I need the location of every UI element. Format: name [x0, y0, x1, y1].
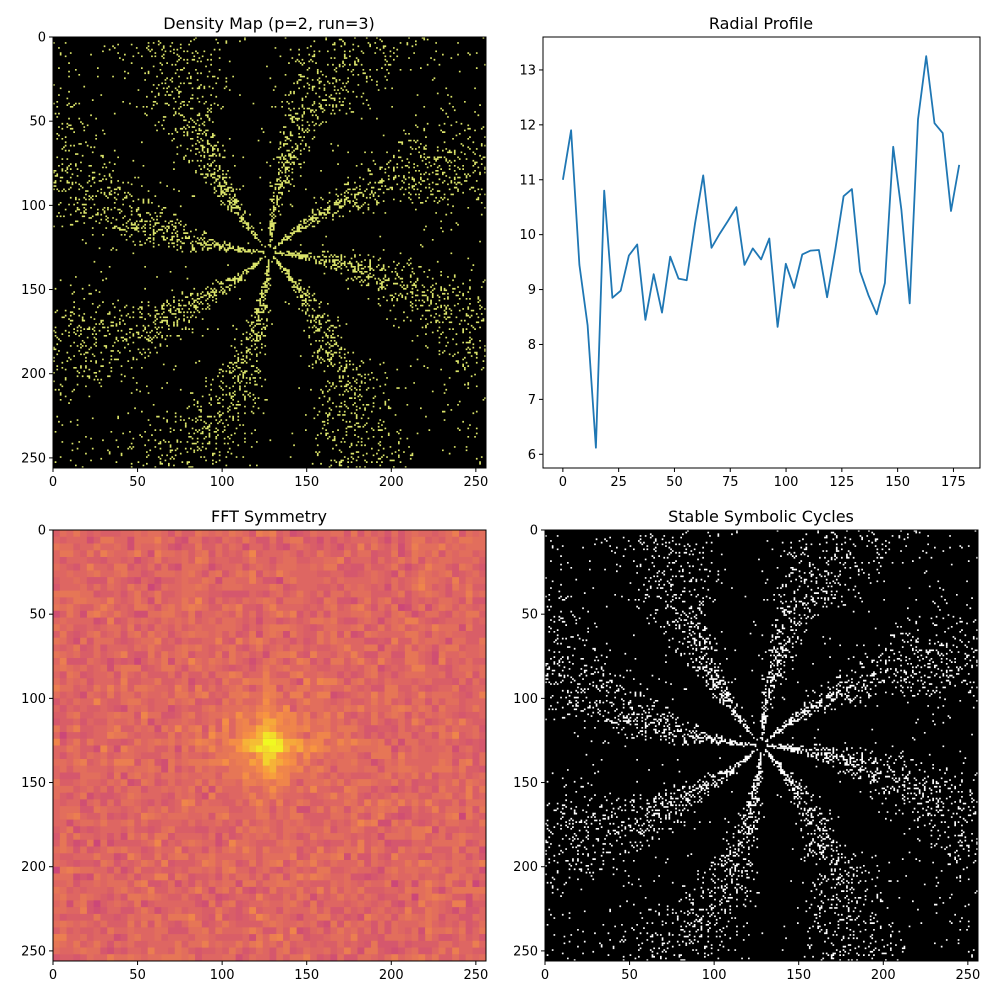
- x-tick-label: 50: [129, 475, 146, 490]
- y-tick-label: 150: [21, 283, 46, 298]
- fft-cells: [249, 745, 257, 753]
- radial-profile-title: Radial Profile: [709, 14, 813, 33]
- y-tick-label: 200: [513, 860, 538, 875]
- fft-cells: [269, 745, 284, 753]
- y-tick-label: 250: [21, 944, 46, 959]
- axes-frame: [52, 529, 487, 962]
- axes-frame: [544, 529, 979, 962]
- fft-cells: [249, 738, 263, 746]
- fft-cells: [53, 550, 459, 941]
- x-tick-label: 50: [621, 968, 638, 983]
- fft-cells: [53, 530, 487, 962]
- axes-frame: [542, 36, 981, 469]
- x-tick-label: 200: [379, 475, 404, 490]
- stable-cycles-panel: Stable Symbolic Cycles 0 50 100 150 200 25005…: [513, 507, 980, 983]
- image-background: [545, 530, 978, 961]
- x-tick-label: 100: [210, 968, 235, 983]
- density-map-title: Density Map (p=2, run=3): [163, 14, 375, 33]
- x-tick-label: 100: [774, 475, 799, 490]
- axes-frame: [52, 36, 487, 469]
- radial-profile-line: [562, 55, 961, 449]
- x-tick-label: 200: [871, 968, 896, 983]
- x-tick-label: 150: [885, 475, 910, 490]
- x-tick-label: 250: [463, 475, 488, 490]
- image-background: [53, 37, 486, 468]
- x-tick-label: 175: [941, 475, 966, 490]
- fft-cells: [262, 732, 277, 753]
- fft-cells: [53, 530, 487, 962]
- y-tick-label: 9: [528, 283, 536, 298]
- y-tick-label: 200: [21, 367, 46, 382]
- y-tick-label: 150: [513, 776, 538, 791]
- y-tick-label: 100: [513, 692, 538, 707]
- y-tick-label: 13: [519, 63, 536, 78]
- y-tick-label: 250: [21, 451, 46, 466]
- y-tick-label: 0: [38, 524, 46, 539]
- y-tick-label: 100: [21, 692, 46, 707]
- x-tick-label: 75: [722, 475, 739, 490]
- x-tick-label: 250: [463, 968, 488, 983]
- fft-cells: [53, 530, 487, 962]
- x-tick-label: 125: [829, 475, 854, 490]
- y-tick-label: 0: [38, 31, 46, 46]
- x-tick-label: 0: [49, 968, 57, 983]
- fft-symmetry-image: [53, 530, 487, 962]
- y-tick-label: 7: [528, 393, 536, 408]
- y-tick-label: 12: [519, 118, 536, 133]
- stable-cycles-title: Stable Symbolic Cycles: [668, 507, 854, 526]
- y-tick-label: 50: [29, 608, 46, 623]
- fft-symmetry-title: FFT Symmetry: [211, 507, 327, 526]
- x-tick-label: 0: [49, 475, 57, 490]
- x-tick-label: 0: [541, 968, 549, 983]
- x-tick-label: 150: [294, 475, 319, 490]
- x-tick-label: 25: [610, 475, 627, 490]
- y-tick-label: 11: [519, 173, 536, 188]
- y-tick-label: 100: [21, 199, 46, 214]
- y-tick-label: 200: [21, 860, 46, 875]
- y-tick-label: 150: [21, 776, 46, 791]
- y-tick-label: 50: [521, 608, 538, 623]
- y-tick-label: 250: [513, 944, 538, 959]
- x-tick-label: 150: [786, 968, 811, 983]
- x-tick-label: 100: [702, 968, 727, 983]
- stable-cycles-image: [545, 530, 978, 961]
- y-tick-label: 0: [530, 524, 538, 539]
- fft-symmetry-panel: FFT Symmetry 0 50 100 150 200 250050100150200…: [21, 507, 488, 983]
- x-tick-label: 100: [210, 475, 235, 490]
- fft-cells: [262, 738, 277, 746]
- y-tick-label: 6: [528, 448, 536, 463]
- x-tick-label: 250: [955, 968, 980, 983]
- density-map-image: [53, 37, 486, 468]
- x-tick-label: 50: [129, 968, 146, 983]
- x-tick-label: 0: [559, 475, 567, 490]
- y-tick-label: 50: [29, 115, 46, 130]
- x-tick-label: 50: [666, 475, 683, 490]
- y-tick-label: 8: [528, 338, 536, 353]
- x-tick-label: 150: [294, 968, 319, 983]
- fft-cells: [242, 718, 304, 766]
- y-tick-label: 10: [519, 228, 536, 243]
- radial-profile-plot: [562, 55, 961, 449]
- x-tick-label: 200: [379, 968, 404, 983]
- radial-profile-panel: Radial Profile 0 25 50 75 100 125 150 175 6 7 8 9 10…: [519, 14, 981, 490]
- density-map-panel: Density Map (p=2, run=3) 0 50 100 150 200 250…: [21, 14, 488, 490]
- radial-profile-axes: 0 25 50 75 100 125 150 175 6 7 8 9 10 11 12 13: [519, 36, 981, 490]
- fft-cells: [262, 752, 277, 766]
